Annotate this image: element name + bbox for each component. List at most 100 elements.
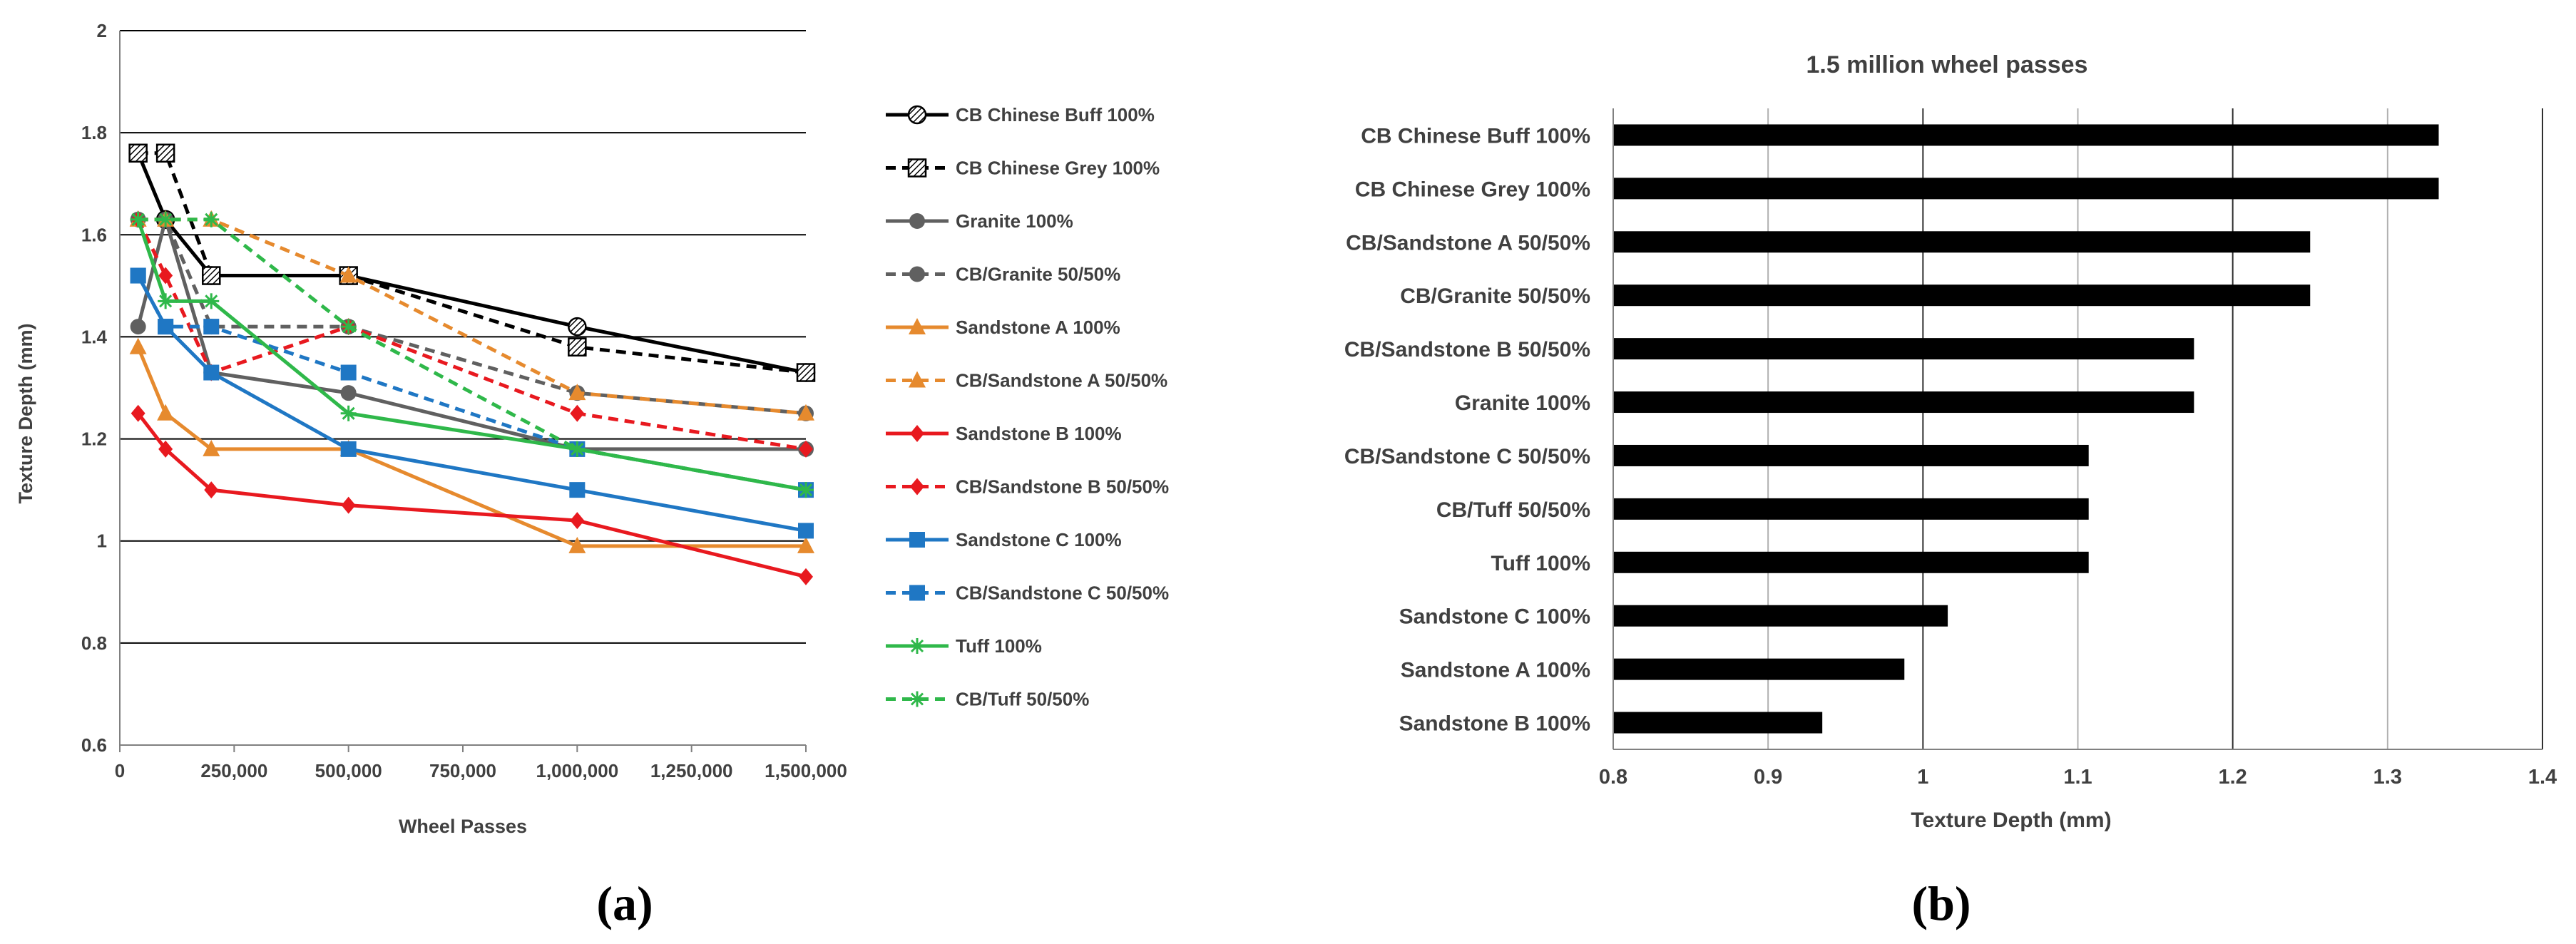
panel-b-axes: 0.8 0.9 1 1.1 1.2 1.3 1.4 <box>1599 108 2557 789</box>
panel-b-bars <box>1613 124 2439 734</box>
panel-a-x-tick-label: 500,000 <box>315 760 382 781</box>
panel-a-gridlines <box>120 30 806 746</box>
panel-b-bar <box>1613 231 2311 253</box>
panel-a-data-point-stroke <box>799 483 813 497</box>
panel-a-data-point <box>202 266 221 285</box>
panel-a-data-point <box>797 404 814 421</box>
panel-a-series-line <box>136 412 807 579</box>
panel-a-data-point <box>203 319 220 335</box>
panel-b-bar <box>1613 658 1905 680</box>
legend-swatch-marker <box>909 371 926 388</box>
panel-a-data-point <box>203 211 220 227</box>
panel-a-y-tick-label: 1.8 <box>81 122 107 143</box>
panel-b-bar <box>1613 444 2089 466</box>
panel-a-data-point <box>204 481 219 499</box>
panel-a-data-point <box>797 536 814 553</box>
panel-a-data-point <box>158 267 173 284</box>
panel-a-data-point <box>158 319 174 335</box>
panel-b-bar <box>1613 498 2089 520</box>
panel-b-bar <box>1613 712 1823 734</box>
panel-a-data-point <box>568 536 586 553</box>
panel-a-series-line <box>138 151 807 375</box>
panel-a-y-tick-label: 1 <box>97 530 107 552</box>
panel-a-x-tick-label: 250,000 <box>200 760 267 781</box>
legend-label: Sandstone C 100% <box>956 529 1122 550</box>
panel-b-category-label: Sandstone B 100% <box>1399 712 1590 736</box>
panel-a-y-tick-label: 2 <box>97 20 107 41</box>
panel-b-bar <box>1613 284 2311 307</box>
legend-swatch-marker <box>909 638 925 654</box>
legend-item: CB Chinese Grey 100% <box>886 158 1160 179</box>
panel-b-category-labels: CB Chinese Buff 100% CB Chinese Grey 100%… <box>1344 124 1590 735</box>
panel-b-bar <box>1613 338 2194 360</box>
panel-a-legend: CB Chinese Buff 100% CB Chinese Grey 100%… <box>886 104 1169 710</box>
panel-a-data-point <box>339 266 357 283</box>
panel-a-x-tick-label: 750,000 <box>429 760 496 781</box>
legend-item: Sandstone A 100% <box>886 317 1120 338</box>
panel-a-data-point <box>340 364 357 381</box>
panel-a-data-point <box>158 211 174 227</box>
legend-item: Tuff 100% <box>886 635 1042 657</box>
panel-b-category-label: CB Chinese Grey 100% <box>1355 178 1590 201</box>
legend-label: Tuff 100% <box>956 635 1042 657</box>
legend-item: CB/Granite 50/50% <box>886 264 1120 285</box>
panel-a-series-line <box>136 275 807 492</box>
panel-a-data-point-stroke <box>342 406 355 420</box>
panel-a-data-point <box>158 293 174 309</box>
panel-a-data-point <box>340 405 357 421</box>
legend-label: CB/Sandstone A 50/50% <box>956 370 1167 391</box>
panel-b-bar <box>1613 605 1948 627</box>
panel-a-data-point <box>340 441 357 457</box>
legend-label: Granite 100% <box>956 210 1073 232</box>
panel-b-x-tick-label: 0.9 <box>1754 766 1782 789</box>
panel-a-y-tick-label: 0.6 <box>81 734 107 756</box>
legend-label: CB Chinese Grey 100% <box>956 158 1160 179</box>
legend-label: CB/Tuff 50/50% <box>956 689 1089 710</box>
panel-a-series-line <box>138 217 807 416</box>
panel-a-data-point <box>155 143 175 163</box>
legend-label: Sandstone A 100% <box>956 317 1120 338</box>
legend-swatch-marker <box>907 105 927 125</box>
panel-a-x-tick-label: 1,000,000 <box>536 760 618 781</box>
legend-item: CB/Sandstone A 50/50% <box>886 370 1167 391</box>
panel-a-series-2 <box>130 211 814 457</box>
panel-a-data-point <box>131 404 145 422</box>
panel-b-category-label: CB/Sandstone C 50/50% <box>1344 445 1590 468</box>
panel-a-data-point-stroke <box>159 212 173 226</box>
legend-label: CB/Sandstone B 50/50% <box>956 476 1169 498</box>
panel-a-series-line <box>136 152 807 374</box>
legend-item: CB/Tuff 50/50% <box>886 689 1089 710</box>
panel-a-data-point <box>569 441 586 457</box>
panel-a-data-point <box>799 440 813 458</box>
panel-a-series-11 <box>130 211 814 498</box>
legend-swatch-marker <box>909 691 925 707</box>
panel-a-data-point <box>203 293 220 309</box>
legend-item: Sandstone B 100% <box>886 423 1122 444</box>
panel-b-x-axis-title: Texture Depth (mm) <box>1911 809 2111 832</box>
panel-b-category-label: Sandstone C 100% <box>1399 605 1590 629</box>
panel-b-label: (b) <box>1911 876 1971 930</box>
panel-a-data-point <box>203 364 220 381</box>
panel-a-series-line <box>136 218 807 451</box>
legend-swatch-marker <box>909 585 925 601</box>
panel-a-data-point <box>799 568 813 585</box>
panel-a-series-1 <box>128 143 816 382</box>
panel-b-x-tick-label: 1.3 <box>2373 766 2402 789</box>
panel-b-category-label: CB/Sandstone B 50/50% <box>1344 338 1590 361</box>
panel-a-data-point <box>203 439 220 456</box>
panel-a-data-point <box>568 384 586 401</box>
legend-swatch-marker <box>909 532 925 548</box>
legend-item: CB/Sandstone B 50/50% <box>886 476 1169 498</box>
panel-a-data-point <box>158 440 173 458</box>
legend-swatch-marker <box>907 158 927 178</box>
panel-b-x-tick-label: 1.4 <box>2528 766 2557 789</box>
panel-a-data-point <box>129 337 147 354</box>
panel-b-bar <box>1613 178 2439 200</box>
legend-label: CB/Granite 50/50% <box>956 264 1120 285</box>
panel-b-category-label: Tuff 100% <box>1491 552 1590 575</box>
legend-label: CB Chinese Buff 100% <box>956 104 1155 125</box>
panel-a-y-tick-label: 1.2 <box>81 429 107 450</box>
panel-b-bar <box>1613 551 2089 573</box>
panel-a-data-point-stroke <box>159 294 173 308</box>
